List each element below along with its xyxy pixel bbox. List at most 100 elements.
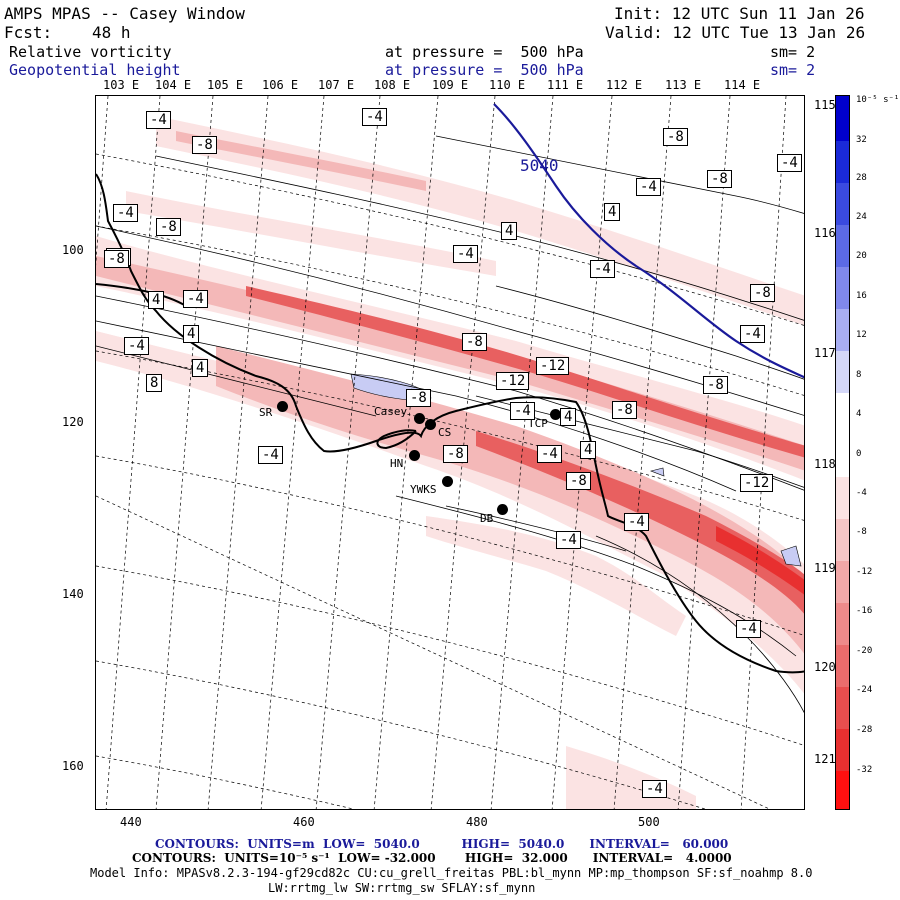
contour-label: 4 — [580, 441, 597, 459]
station-marker — [497, 504, 508, 515]
colorbar-tick: -12 — [856, 567, 873, 577]
contour-label: -4 — [736, 620, 761, 638]
contour-label: 4 — [148, 291, 165, 309]
contour-label: -12 — [740, 474, 774, 492]
colorbar-segment — [836, 687, 849, 729]
y-tick-label: 140 — [62, 587, 84, 601]
contour-label: -4 — [258, 446, 283, 464]
contour-label: -4 — [636, 178, 661, 196]
contour-label: -4 — [777, 154, 802, 172]
lon-label: 108 E — [374, 78, 411, 92]
station-marker — [277, 401, 288, 412]
init-time: Init: 12 UTC Sun 11 Jan 26 — [614, 4, 865, 23]
x-tick-label: 440 — [120, 815, 142, 829]
colorbar-tick: 28 — [856, 173, 867, 183]
contour-label: 4 — [192, 359, 209, 377]
colorbar-segment — [836, 561, 849, 603]
colorbar-tick: 20 — [856, 251, 867, 261]
lon-label: 107 E — [318, 78, 355, 92]
station-label: DB — [480, 512, 494, 525]
field2-smoothing: sm= 2 — [770, 61, 816, 79]
contour-label: 8 — [146, 374, 163, 392]
station-label: YWKS — [410, 483, 437, 496]
y-tick-label: 100 — [62, 243, 84, 257]
lon-label: 109 E — [432, 78, 469, 92]
colorbar-tick: 32 — [856, 135, 867, 145]
contour-label: -4 — [362, 108, 387, 126]
model-title: AMPS MPAS -- Casey Window — [4, 4, 245, 23]
station-marker — [442, 476, 453, 487]
model-info: Model Info: MPASv8.2.3-194-gf29cd82c CU:… — [90, 866, 813, 880]
contour-label: -8 — [707, 170, 732, 188]
contour-label: -12 — [536, 357, 570, 375]
colorbar-segment — [836, 477, 849, 519]
contour-label: -8 — [750, 284, 775, 302]
colorbar-tick: -16 — [856, 606, 873, 616]
lon-label: 103 E — [103, 78, 140, 92]
contour-label: -8 — [462, 333, 487, 351]
height-contour-label: 5040 — [520, 156, 559, 175]
contour-label: -4 — [183, 290, 208, 308]
contours-vorticity-info: CONTOURS: UNITS=10⁻⁵ s⁻¹ LOW= -32.000 HI… — [132, 851, 732, 865]
colorbar-tick: 8 — [856, 370, 862, 380]
contour-label: 4 — [183, 325, 200, 343]
colorbar-segment — [836, 225, 849, 267]
colorbar-tick: 16 — [856, 291, 867, 301]
colorbar-tick: -8 — [856, 527, 867, 537]
field1-pressure: at pressure = 500 hPa — [385, 43, 584, 61]
station-label: HN — [390, 457, 404, 470]
colorbar-segment — [836, 183, 849, 225]
field2-pressure: at pressure = 500 hPa — [385, 61, 584, 79]
station-label: TCP — [528, 417, 548, 430]
contour-label: -4 — [113, 204, 138, 222]
y-tick-label: 160 — [62, 759, 84, 773]
contour-label: -4 — [556, 531, 581, 549]
lon-label: 111 E — [547, 78, 584, 92]
model-info-2: LW:rrtmg_lw SW:rrtmg_sw SFLAY:sf_mynn — [268, 881, 536, 895]
contours-height-info: CONTOURS: UNITS=m LOW= 5040.0 HIGH= 5040… — [155, 837, 729, 851]
field2-name: Geopotential height — [9, 61, 181, 79]
contour-label: -8 — [104, 250, 129, 268]
colorbar-tick: -20 — [856, 646, 873, 656]
contour-label: -12 — [496, 372, 530, 390]
vorticity-shading-strong — [246, 286, 804, 614]
contour-label: -4 — [642, 780, 667, 798]
geopotential-height-contour — [493, 103, 804, 379]
colorbar-segment — [836, 351, 849, 393]
station-marker — [414, 413, 425, 424]
contour-label: -4 — [740, 325, 765, 343]
colorbar-tick: -4 — [856, 488, 867, 498]
contour-label: -4 — [590, 260, 615, 278]
contour-label: -4 — [124, 337, 149, 355]
contour-label: -8 — [612, 401, 637, 419]
contour-label: -4 — [537, 445, 562, 463]
colorbar-segment — [836, 393, 849, 477]
lon-label: 105 E — [207, 78, 244, 92]
contour-label: -8 — [406, 389, 431, 407]
colorbar-tick: 4 — [856, 409, 862, 419]
lon-label: 110 E — [489, 78, 526, 92]
contour-label: -8 — [192, 136, 217, 154]
colorbar-tick: -24 — [856, 685, 873, 695]
colorbar — [835, 95, 850, 810]
lon-label: 112 E — [606, 78, 643, 92]
contour-label: -4 — [510, 402, 535, 420]
colorbar-segment — [836, 96, 849, 141]
field1-name: Relative vorticity — [9, 43, 172, 61]
lon-label: 104 E — [155, 78, 192, 92]
colorbar-segment — [836, 141, 849, 183]
colorbar-segment — [836, 519, 849, 561]
colorbar-segment — [836, 645, 849, 687]
colorbar-segment — [836, 309, 849, 351]
colorbar-tick: -32 — [856, 765, 873, 775]
lon-label: 113 E — [665, 78, 702, 92]
contour-label: -8 — [156, 218, 181, 236]
contour-label: -4 — [453, 245, 478, 263]
colorbar-segment — [836, 603, 849, 645]
colorbar-tick: 12 — [856, 330, 867, 340]
colorbar-unit: 10⁻⁵ s⁻¹ — [856, 95, 900, 105]
latitude-lines — [96, 153, 804, 809]
station-label: SR — [259, 406, 273, 419]
y-tick-label: 120 — [62, 415, 84, 429]
contour-label: 4 — [501, 222, 518, 240]
